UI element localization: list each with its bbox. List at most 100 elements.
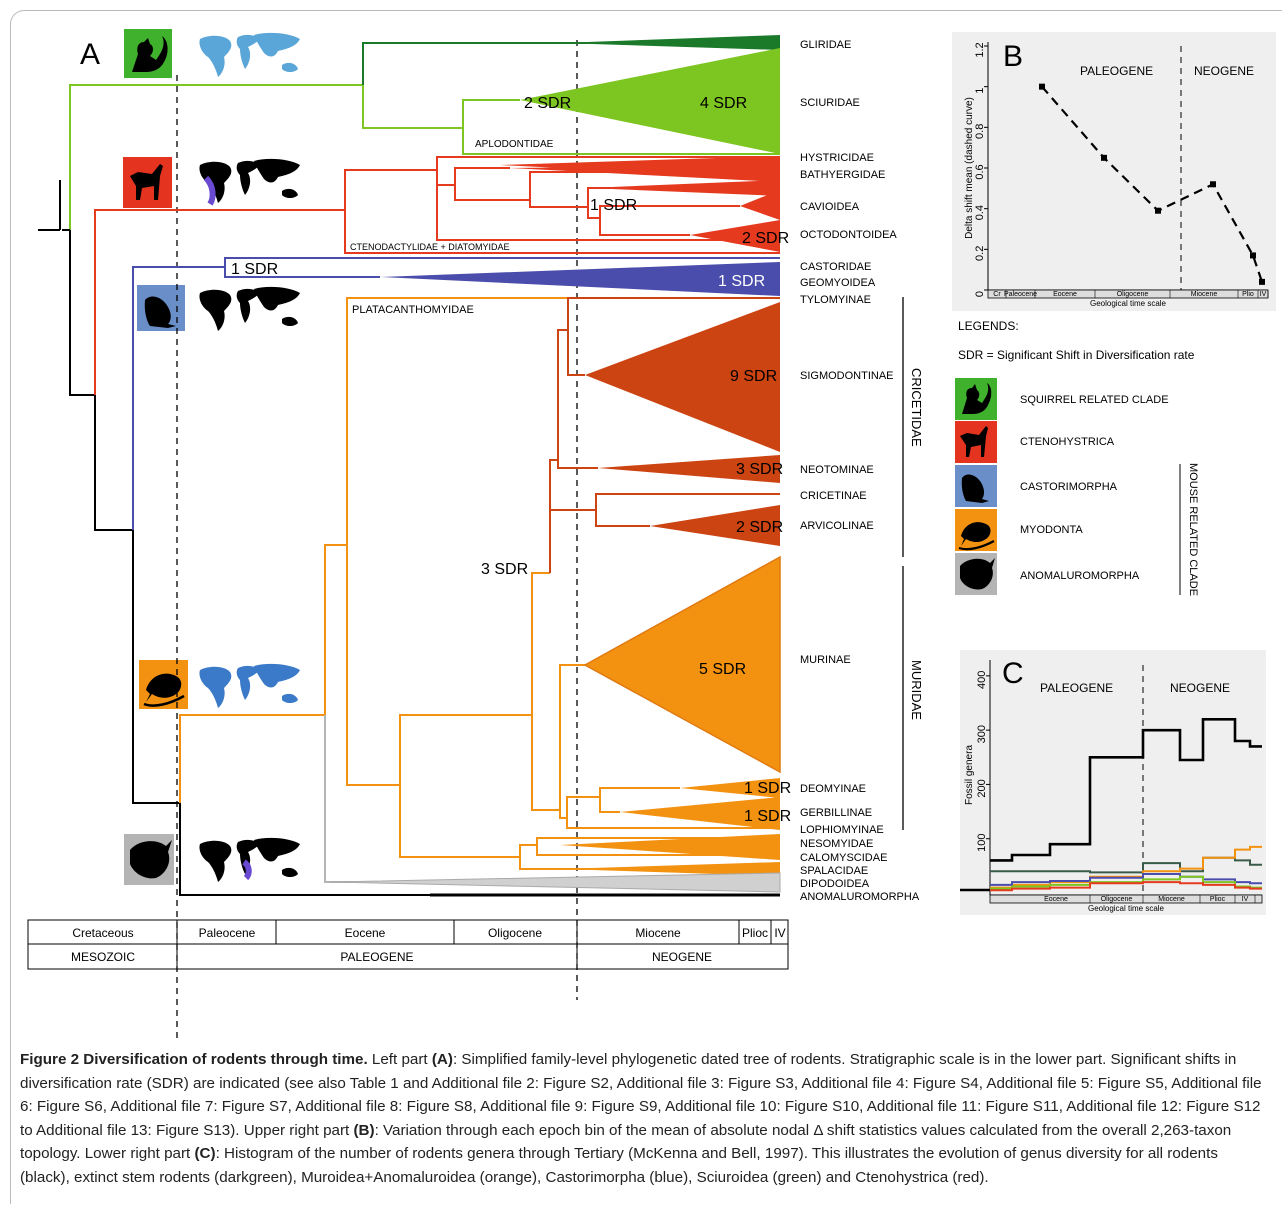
legend-anomaluromorpha: ANOMALUROMORPHA xyxy=(955,553,1140,595)
phylo-tree xyxy=(38,42,780,897)
sdr-sciuridae: 4 SDR xyxy=(700,95,747,112)
epoch-iv: IV xyxy=(774,926,785,940)
panel-b-bin: Plio xyxy=(1242,291,1254,298)
taxon-label: NESOMYIDAE xyxy=(800,838,873,850)
caption-p3: : Variation through each epoch bin of th… xyxy=(20,1121,1232,1163)
figure-canvas: A xyxy=(27,29,1276,1040)
epoch-oligocene: Oligocene xyxy=(488,926,542,940)
caption-a: (A) xyxy=(431,1051,453,1068)
epoch-miocene: Miocene xyxy=(635,926,681,940)
taxon-label: BATHYERGIDAE xyxy=(800,169,885,181)
figure-frame-left xyxy=(10,1036,11,1204)
panel-b-paleogene: PALEOGENE xyxy=(1080,64,1153,78)
panel-c-neogene: NEOGENE xyxy=(1170,681,1230,695)
era-paleogene: PALEOGENE xyxy=(340,950,413,964)
sdr-muroidea: 3 SDR xyxy=(481,561,528,578)
panel-c-series xyxy=(990,856,1262,874)
taxon-label: SIGMODONTINAE xyxy=(800,370,894,382)
legend-castorimorpha: CASTORIMORPHA xyxy=(955,465,1118,507)
sdr-labels: 2 SDR 4 SDR 1 SDR 2 SDR 1 SDR 1 SDR 9 SD… xyxy=(231,95,791,825)
era-neogene: NEOGENE xyxy=(652,950,712,964)
panel-b-neogene: NEOGENE xyxy=(1194,64,1254,78)
sdr-deomyinae: 1 SDR xyxy=(744,780,791,797)
panel-c-paleogene: PALEOGENE xyxy=(1040,681,1113,695)
panel-c-ytick: 300 xyxy=(976,725,988,743)
taxon-label: CASTORIDAE xyxy=(800,261,871,273)
panel-b-ytick: 1 xyxy=(974,88,986,94)
legends: LEGENDS: SDR = Significant Shift in Dive… xyxy=(955,319,1199,596)
ctenohystrica-icon xyxy=(123,157,172,208)
taxon-label: GLIRIDAE xyxy=(800,39,851,51)
taxon-label: ANOMALUROMORPHA xyxy=(800,891,920,903)
figure-caption: Figure 2 Diversification of rodents thro… xyxy=(20,1048,1265,1190)
legend-ctenohystrica: CTENOHYSTRICA xyxy=(955,421,1115,463)
taxon-labels: GLIRIDAE SCIURIDAE HYSTRICIDAE BATHYERGIDAE… xyxy=(800,39,920,903)
panel-b-point xyxy=(1155,207,1161,214)
world-map-icon xyxy=(190,29,305,886)
taxon-label: ARVICOLINAE xyxy=(800,520,874,532)
taxon-label: GERBILLINAE xyxy=(800,807,872,819)
castorimorpha-icon xyxy=(137,285,185,331)
taxon-label: MURINAE xyxy=(800,654,851,666)
muridae-label: MURIDAE xyxy=(909,660,924,720)
panel-c-series xyxy=(990,873,1262,886)
panel-a-letter: A xyxy=(80,38,100,71)
panel-b-ytick: 0 xyxy=(974,291,986,297)
panel-c: Eocene Oligocene Miocene Plioc IV C PALEOGEN… xyxy=(960,650,1266,915)
panel-b-bin: IV xyxy=(1260,291,1267,298)
sdr-gerbillinae: 1 SDR xyxy=(744,808,791,825)
panel-b-xlabel: Geological time scale xyxy=(1090,299,1167,308)
panel-c-series xyxy=(990,845,1262,889)
panel-c-bin: Miocene xyxy=(1158,896,1185,903)
panel-c-ylabel: Fossil genera xyxy=(964,745,975,805)
sdr-castorimorpha-stem: 1 SDR xyxy=(231,261,278,278)
panel-c-bin: Plioc xyxy=(1210,896,1226,903)
clade-triangles xyxy=(329,35,781,893)
legend-ctenohystrica-label: CTENOHYSTRICA xyxy=(1020,436,1115,448)
caption-b: (B) xyxy=(353,1121,375,1139)
taxon-label: HYSTRICIDAE xyxy=(800,152,874,164)
panel-c-ytick: 200 xyxy=(976,779,988,797)
taxon-label: DIPODOIDEA xyxy=(800,878,870,890)
panel-b-bin: Eocene xyxy=(1053,291,1077,298)
caption-p2: : Simplified family-level phylogenetic d… xyxy=(20,1051,1262,1139)
caption-p4: : Histogram of the number of rodents gen… xyxy=(20,1145,1218,1186)
legend-squirrel: SQUIRREL RELATED CLADE xyxy=(955,378,1169,420)
panel-b-letter: B xyxy=(1003,40,1023,73)
epoch-pliocene: Plioc xyxy=(742,926,768,940)
panel-b-ytick: 1.2 xyxy=(974,42,986,57)
cricetidae-label: CRICETIDAE xyxy=(909,368,924,447)
taxon-label: OCTODONTOIDEA xyxy=(800,229,897,241)
panel-c-bin: Oligocene xyxy=(1101,896,1133,903)
taxon-label: GEOMYOIDEA xyxy=(800,277,876,289)
panel-b-point xyxy=(1210,181,1216,188)
sdr-sigmodontinae: 9 SDR xyxy=(730,368,777,385)
panel-b: Cr Paleocene Eocene Oligocene Miocene Plio IV … xyxy=(952,32,1276,311)
panel-c-bin: IV xyxy=(1242,896,1249,903)
panel-b-ytick: 0.6 xyxy=(974,164,986,179)
legend-myodonta: MYODONTA xyxy=(955,509,1083,551)
sdr-octodontoidea: 2 SDR xyxy=(742,230,789,247)
panel-b-ytick: 0.8 xyxy=(974,124,986,139)
panel-c-bin: Eocene xyxy=(1044,896,1068,903)
taxon-label: TYLOMYINAE xyxy=(800,294,871,306)
panel-b-point xyxy=(1039,83,1045,90)
platacanthomyidae-label: PLATACANTHOMYIDAE xyxy=(352,304,474,316)
sdr-murinae: 5 SDR xyxy=(699,661,746,678)
aplodontidae-label: APLODONTIDAE xyxy=(475,139,554,150)
panel-b-point xyxy=(1259,278,1265,285)
timescale-table: Cretaceous Paleocene Eocene Oligocene Mi… xyxy=(27,919,789,970)
era-mesozoic: MESOZOIC xyxy=(71,950,135,964)
panel-c-series xyxy=(990,717,1262,862)
panel-c-xlabel: Geological time scale xyxy=(1088,904,1165,913)
panel-c-ytick: 100 xyxy=(976,834,988,852)
panel-c-letter: C xyxy=(1002,657,1024,690)
taxon-label: DEOMYINAE xyxy=(800,783,866,795)
taxon-label: CALOMYSCIDAE xyxy=(800,852,887,864)
panel-b-ytick: 0.4 xyxy=(974,205,986,220)
squirrel-icon xyxy=(124,29,172,78)
panel-b-bin: Oligocene xyxy=(1117,291,1149,298)
caption-title: Figure 2 Diversification of rodents thro… xyxy=(20,1051,368,1068)
epoch-cretaceous: Cretaceous xyxy=(72,926,133,940)
legend-squirrel-label: SQUIRREL RELATED CLADE xyxy=(1020,394,1169,406)
